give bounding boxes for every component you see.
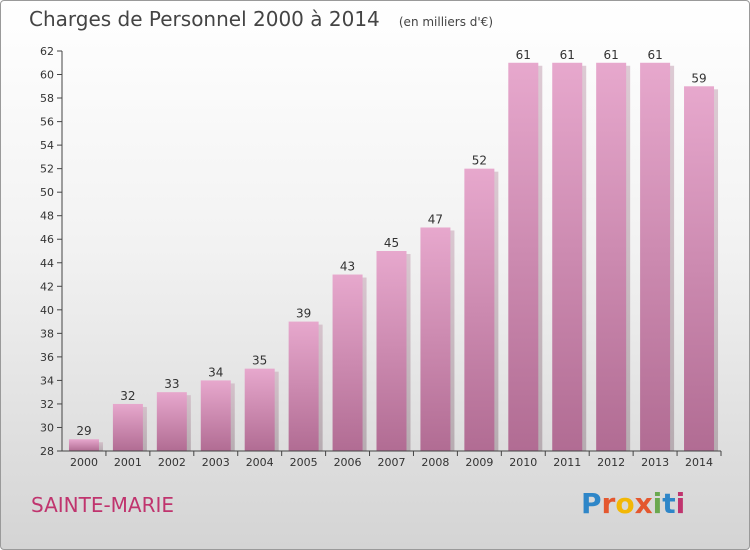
bar-2011 xyxy=(552,62,583,451)
data-label-2011: 61 xyxy=(560,48,575,62)
data-label-2000: 29 xyxy=(76,424,91,438)
data-label-2010: 61 xyxy=(516,48,531,62)
data-label-2005: 39 xyxy=(296,307,311,321)
y-tick-label: 38 xyxy=(40,327,54,340)
x-tick-label: 2005 xyxy=(290,456,318,469)
bar-2003 xyxy=(200,380,231,451)
x-tick-label: 2011 xyxy=(553,456,581,469)
x-tick-label: 2002 xyxy=(158,456,186,469)
logo-letter: o xyxy=(615,487,635,520)
axis-layer: 2000 2001 2002 2003 2004 2005 2006 2007 2008 2009… xyxy=(40,45,722,469)
bar-2012 xyxy=(596,62,627,451)
data-label-2001: 32 xyxy=(120,389,135,403)
x-tick-label: 2009 xyxy=(465,456,493,469)
y-tick-label: 60 xyxy=(40,69,54,82)
x-tick-label: 2004 xyxy=(246,456,274,469)
y-tick-label: 46 xyxy=(40,233,54,246)
logo-letter: P xyxy=(581,487,602,520)
bar-2013 xyxy=(640,62,671,451)
y-tick-label: 28 xyxy=(40,445,54,458)
x-tick-label: 2008 xyxy=(421,456,449,469)
chart-title-block: Charges de Personnel 2000 à 2014 (en mil… xyxy=(29,7,493,31)
data-label-2013: 61 xyxy=(647,48,662,62)
x-tick-label: 2007 xyxy=(378,456,406,469)
bar-2002 xyxy=(156,392,187,451)
x-tick-label: 2003 xyxy=(202,456,230,469)
x-tick-label: 2014 xyxy=(685,456,713,469)
data-label-2012: 61 xyxy=(604,48,619,62)
y-tick-label: 48 xyxy=(40,210,54,223)
data-label-2004: 35 xyxy=(252,354,267,368)
data-label-2009: 52 xyxy=(472,154,487,168)
bar-2007 xyxy=(376,251,407,451)
bar-2006 xyxy=(332,274,363,451)
logo-letter: t xyxy=(662,487,676,520)
data-label-2002: 33 xyxy=(164,377,179,391)
y-tick-label: 54 xyxy=(40,139,54,152)
data-label-2007: 45 xyxy=(384,236,399,250)
y-tick-label: 50 xyxy=(40,186,54,199)
logo-letter: r xyxy=(601,487,616,520)
x-tick-label: 2013 xyxy=(641,456,669,469)
y-tick-label: 62 xyxy=(40,45,54,58)
x-tick-label: 2001 xyxy=(114,456,142,469)
bar-2014 xyxy=(684,86,715,451)
y-tick-label: 44 xyxy=(40,257,54,270)
x-tick-label: 2000 xyxy=(70,456,98,469)
bar-2001 xyxy=(112,403,143,451)
logo-letter: x xyxy=(634,487,653,520)
chart-subtitle: (en milliers d'€) xyxy=(398,15,493,29)
logo-letter: i xyxy=(675,487,686,520)
x-tick-label: 2006 xyxy=(334,456,362,469)
y-tick-label: 56 xyxy=(40,116,54,129)
bar-2004 xyxy=(244,368,275,451)
data-label-2006: 43 xyxy=(340,260,355,274)
proxiti-logo: Proxiti xyxy=(581,487,685,520)
data-label-2003: 34 xyxy=(208,365,223,379)
y-tick-label: 42 xyxy=(40,280,54,293)
y-tick-label: 58 xyxy=(40,92,54,105)
x-tick-label: 2010 xyxy=(509,456,537,469)
y-tick-label: 52 xyxy=(40,163,54,176)
bar-2008 xyxy=(420,227,451,451)
bar-2010 xyxy=(508,62,539,451)
bars-layer: 29 32 33 34 35 39 43 45 47 52 61 61 61 61 59 xyxy=(68,48,719,451)
bar-2000 xyxy=(68,439,99,451)
x-tick-label: 2012 xyxy=(597,456,625,469)
data-label-2014: 59 xyxy=(691,71,706,85)
place-name: SAINTE-MARIE xyxy=(31,493,175,517)
y-tick-label: 30 xyxy=(40,421,54,434)
data-label-2008: 47 xyxy=(428,212,443,226)
bar-2009 xyxy=(464,168,495,451)
y-tick-label: 36 xyxy=(40,351,54,364)
chart-title: Charges de Personnel 2000 à 2014 xyxy=(29,7,380,31)
bar-2005 xyxy=(288,321,319,451)
y-tick-label: 40 xyxy=(40,304,54,317)
y-tick-label: 32 xyxy=(40,398,54,411)
logo-letter: i xyxy=(652,487,663,520)
y-tick-label: 34 xyxy=(40,374,54,387)
